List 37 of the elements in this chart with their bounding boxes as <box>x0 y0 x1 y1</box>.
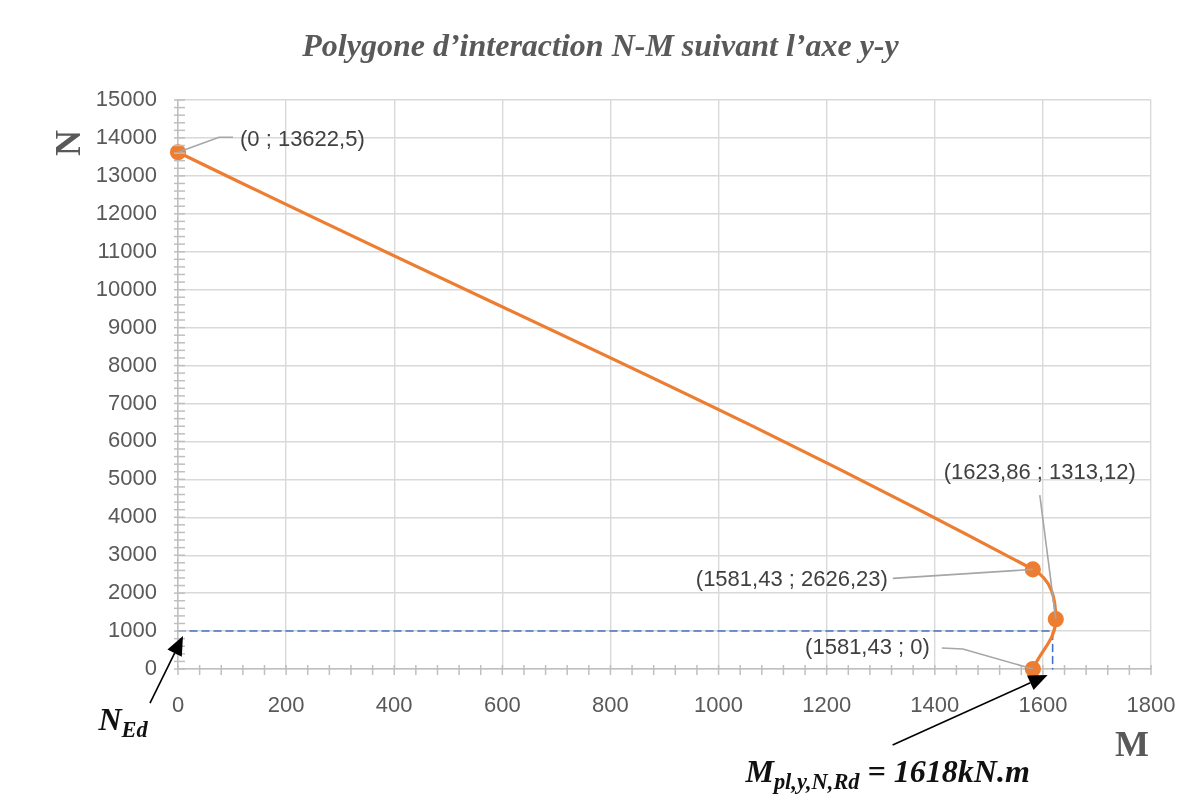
point <box>1047 611 1064 628</box>
y-tick-label: 5000 <box>108 465 157 491</box>
y-tick-label: 2000 <box>108 579 157 605</box>
y-tick-label: 11000 <box>97 237 157 263</box>
y-axis-title: N <box>48 130 89 156</box>
y-tick-label: 10000 <box>95 275 157 301</box>
x-tick-label: 0 <box>171 692 185 718</box>
y-tick-label: 3000 <box>108 541 157 567</box>
x-tick-label: 1000 <box>694 692 744 718</box>
annotation: M$_{pl,y,N,Rd}$ = 1618kN.m <box>745 753 1030 795</box>
x-tick-label: 400 <box>375 692 413 718</box>
data-label: (0 ; 13622,5) <box>240 126 365 152</box>
y-tick-label: 12000 <box>95 199 157 225</box>
x-tick-label: 600 <box>483 692 521 718</box>
data-label: (1623,86 ; 1313,12) <box>943 459 1136 485</box>
x-tick-label: 800 <box>592 692 629 718</box>
y-tick-label: 9000 <box>108 313 157 339</box>
point <box>1024 561 1041 578</box>
x-tick-label: 1600 <box>1018 692 1068 718</box>
chart-title: Polygone d’interaction N-M suivant l’axe y-y <box>301 27 900 64</box>
y-tick-label: 8000 <box>108 351 157 377</box>
y-tick-label: 4000 <box>108 503 157 529</box>
y-tick-label: 7000 <box>108 389 157 415</box>
data-label: (1581,43 ; 2626,23) <box>695 566 888 592</box>
y-tick-label: 14000 <box>95 124 157 149</box>
y-tick-label: 6000 <box>108 427 157 453</box>
y-tick-label: 0 <box>144 655 157 681</box>
y-tick-label: 1000 <box>108 617 157 643</box>
x-tick-label: 1200 <box>802 692 852 718</box>
data-label: (1581,43 ; 0) <box>805 634 930 660</box>
y-tick-label: 15000 <box>95 86 157 112</box>
x-axis-title: M <box>1115 724 1149 765</box>
y-tick-label: 13000 <box>95 161 157 187</box>
x-tick-label: 1400 <box>910 692 960 718</box>
x-tick-label: 200 <box>267 692 305 718</box>
annotation: N$_{Ed}$ <box>98 701 148 743</box>
x-tick-label: 1800 <box>1126 692 1176 718</box>
